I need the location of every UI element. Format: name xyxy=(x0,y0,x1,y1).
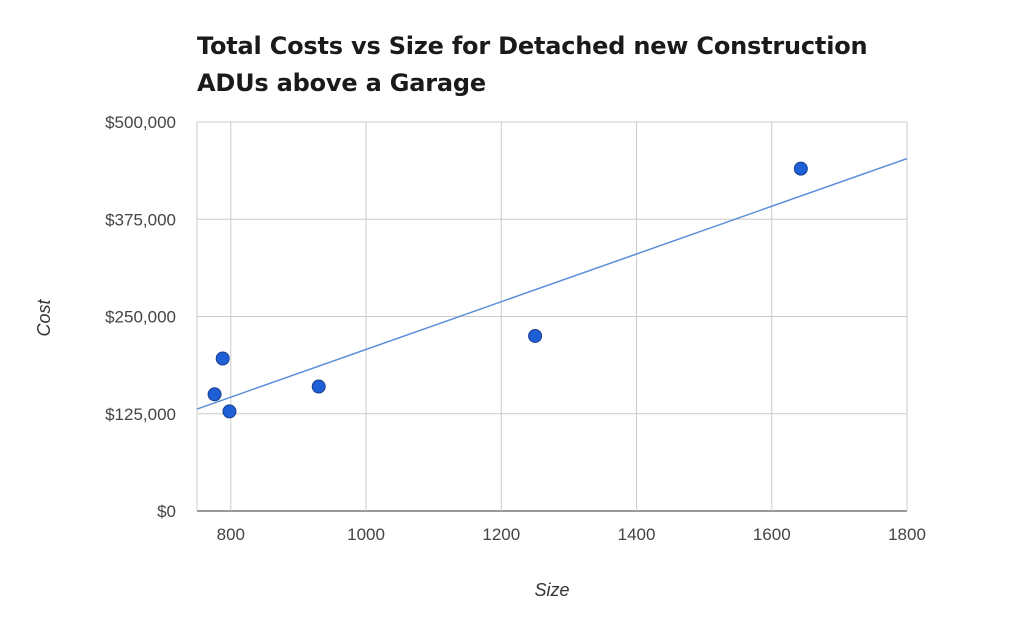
data-points xyxy=(207,161,808,419)
y-axis-label: Cost xyxy=(34,298,54,336)
x-tick-label: 1800 xyxy=(888,525,926,544)
x-tick-label: 1400 xyxy=(618,525,656,544)
data-point xyxy=(793,161,808,176)
x-tick-label: 1200 xyxy=(482,525,520,544)
y-tick-label: $250,000 xyxy=(105,308,176,327)
data-point xyxy=(222,404,237,419)
gridlines xyxy=(196,121,908,512)
y-tick-label: $125,000 xyxy=(105,405,176,424)
chart-title: Total Costs vs Size for Detached new Con… xyxy=(197,28,957,102)
y-tick-label: $375,000 xyxy=(105,210,176,229)
trendline xyxy=(196,157,908,410)
data-point xyxy=(528,328,543,343)
chart-title-line-2: ADUs above a Garage xyxy=(197,69,486,97)
chart-title-line-1: Total Costs vs Size for Detached new Con… xyxy=(197,32,868,60)
data-point xyxy=(207,387,222,402)
trendline-group xyxy=(196,157,908,410)
x-tick-label: 800 xyxy=(217,525,245,544)
tick-labels: $0 $125,000 $250,000 $375,000 $500,000 800 100… xyxy=(105,113,926,544)
x-tick-label: 1000 xyxy=(347,525,385,544)
y-tick-label: $0 xyxy=(157,502,176,521)
data-point xyxy=(311,379,326,394)
x-tick-label: 1600 xyxy=(753,525,791,544)
data-point xyxy=(215,351,230,366)
x-axis-label: Size xyxy=(534,580,569,600)
y-tick-label: $500,000 xyxy=(105,113,176,132)
